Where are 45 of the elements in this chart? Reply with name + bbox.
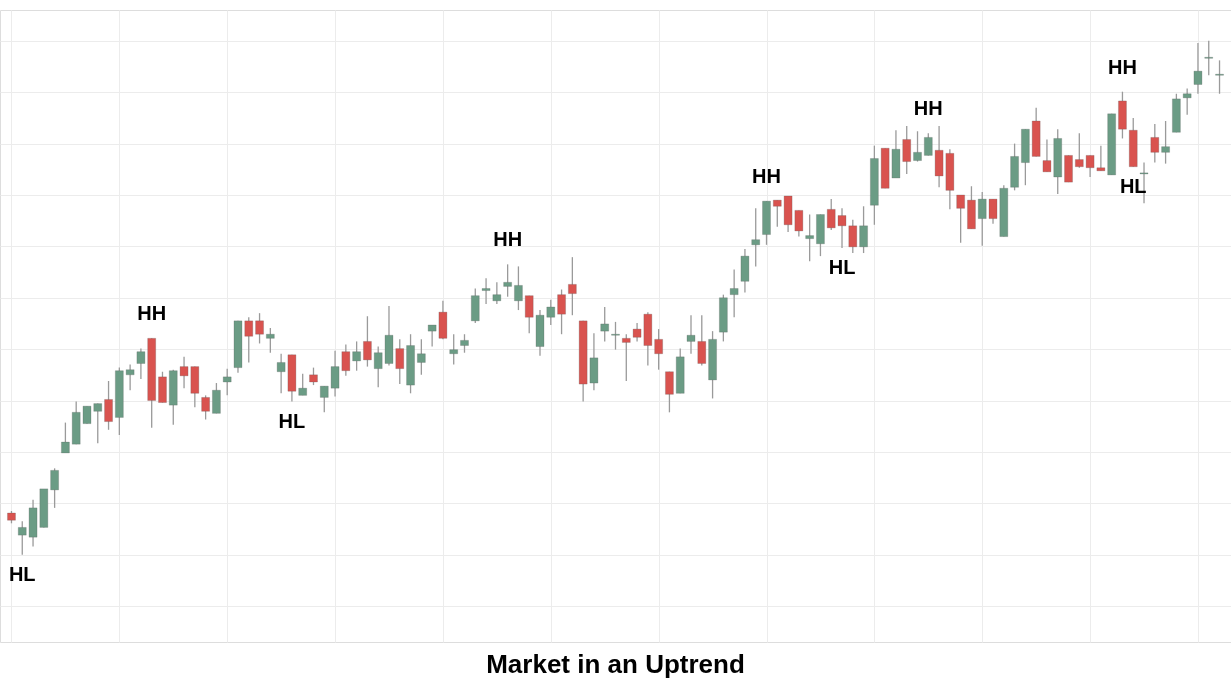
candlestick	[859, 205, 869, 254]
candlestick	[1193, 42, 1203, 95]
candlestick	[459, 333, 469, 354]
candlestick	[503, 263, 513, 298]
annotation: HL	[1119, 174, 1147, 197]
candlestick	[449, 333, 459, 366]
candlestick	[913, 130, 923, 163]
candlestick	[729, 268, 739, 318]
candlestick	[557, 288, 567, 335]
candlestick	[611, 321, 620, 351]
candlestick	[1161, 120, 1171, 165]
candlestick	[201, 394, 211, 421]
candlestick	[567, 256, 577, 316]
candlestick	[956, 194, 966, 244]
candlestick	[60, 421, 70, 454]
candlestick	[481, 277, 491, 305]
annotation: HH	[752, 165, 781, 188]
candlestick	[600, 306, 610, 343]
candlestick	[50, 467, 60, 509]
annotation: HH	[1108, 55, 1137, 78]
candlestick	[1204, 40, 1214, 76]
candlestick	[492, 281, 502, 305]
candlestick	[265, 327, 275, 354]
annotation: HH	[493, 228, 523, 251]
candlestick	[664, 371, 674, 413]
text: Market in an Uptrend	[486, 649, 745, 679]
annotation: HH	[913, 97, 943, 120]
candlestick	[751, 207, 761, 268]
candlestick	[362, 315, 372, 368]
candlestick	[255, 312, 265, 345]
candlestick	[1215, 59, 1225, 95]
candlestick	[1150, 123, 1160, 164]
candlestick	[352, 340, 362, 372]
annotation: HH	[137, 302, 167, 325]
candlestick	[211, 382, 221, 414]
annotation: HL	[8, 562, 36, 585]
candlestick	[104, 380, 114, 431]
candlestick	[416, 338, 426, 376]
annotation: HL	[828, 255, 856, 278]
candlestick	[222, 368, 232, 397]
candlestick	[513, 265, 523, 311]
candlestick	[805, 213, 815, 262]
annotation: HL	[278, 409, 306, 432]
candlestick	[621, 333, 631, 382]
candlestick	[1182, 87, 1192, 116]
